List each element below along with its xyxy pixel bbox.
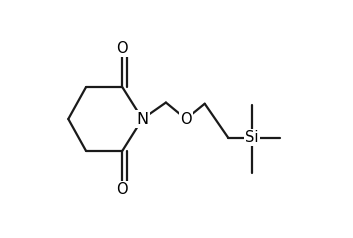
- Text: Si: Si: [245, 130, 258, 145]
- Text: O: O: [116, 41, 128, 56]
- Text: N: N: [136, 111, 149, 127]
- Text: O: O: [116, 182, 128, 197]
- Text: O: O: [180, 111, 192, 127]
